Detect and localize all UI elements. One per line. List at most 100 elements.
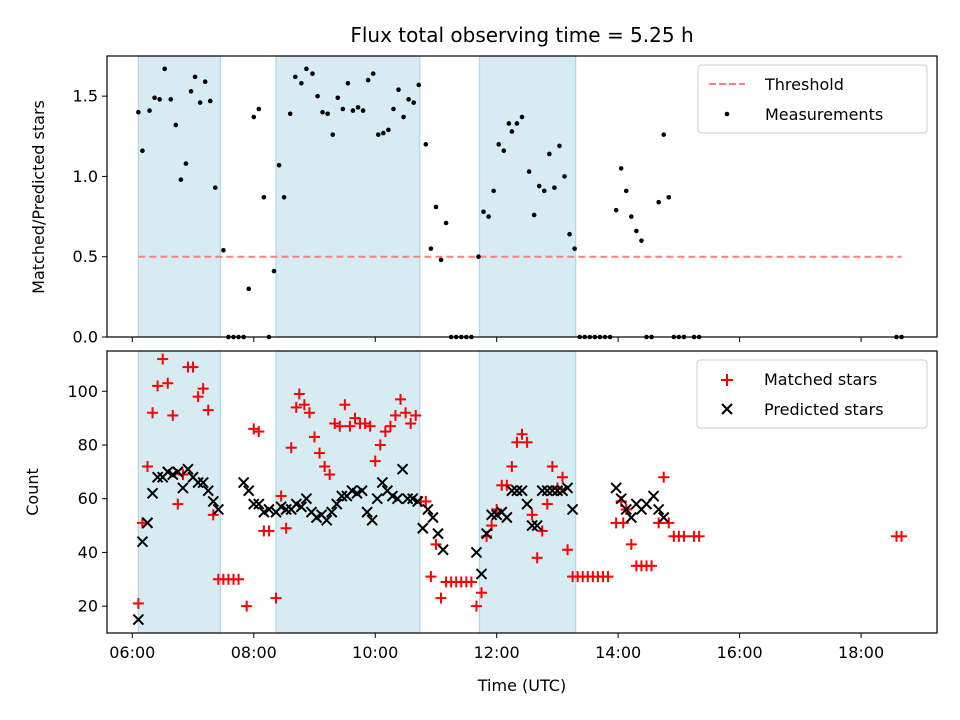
matched-point: [506, 460, 518, 472]
matched-point: [141, 460, 153, 472]
predicted-point: [652, 503, 665, 516]
observing-intervals: [137, 55, 577, 338]
matched-point: [152, 380, 164, 392]
predicted-point: [401, 493, 414, 505]
measurement-point: [496, 142, 502, 147]
y-axis-ticks: 0.0 0.5 1.0 1.5: [73, 87, 107, 347]
predicted-point: [391, 493, 404, 505]
matched-point: [389, 409, 401, 421]
x-tick-label: 10:00: [352, 643, 398, 662]
measurement-point: [634, 228, 639, 234]
matched-point: [298, 399, 310, 411]
measurement-point: [411, 100, 416, 105]
measurement-point: [433, 204, 439, 210]
measurement-point: [401, 114, 406, 120]
measurement-point: [152, 95, 157, 101]
measurement-point: [501, 148, 507, 154]
legend-box: [696, 359, 928, 429]
matched-point: [400, 407, 412, 419]
measurement-point: [531, 212, 537, 218]
measurement-point: [572, 246, 577, 251]
predicted-point: [506, 484, 518, 497]
matched-point: [374, 439, 386, 451]
measurement-point: [330, 132, 336, 137]
measurement-point: [221, 247, 226, 253]
y-tick-label: 1.0: [73, 167, 98, 186]
measurement-point: [345, 80, 351, 86]
x-axis-ticks: 06:00 08:00 10:00 12:00 14:00 16:00 18:00: [109, 633, 884, 662]
measurement-point: [178, 177, 184, 182]
matched-point: [663, 517, 675, 529]
matched-point: [157, 353, 169, 365]
measurement-point: [519, 114, 525, 120]
matched-point: [384, 420, 396, 432]
predicted-point: [336, 490, 348, 502]
measurement-point: [251, 114, 257, 120]
matched-point: [172, 498, 184, 510]
measurement-point: [428, 246, 434, 251]
matched-point: [405, 418, 417, 430]
predicted-point: [546, 484, 559, 497]
matched-point: [364, 420, 376, 432]
measurement-point: [661, 132, 667, 137]
legend: Matched stars Predicted stars: [696, 359, 928, 429]
measurement-point: [162, 66, 167, 72]
matched-point: [233, 573, 245, 585]
measurement-point: [320, 109, 325, 115]
predicted-point: [326, 506, 338, 518]
matched-point: [202, 404, 214, 416]
observing-interval: [478, 55, 577, 338]
predicted-point: [376, 476, 389, 489]
measurement-point: [381, 130, 386, 136]
measurement-point: [256, 106, 262, 112]
predicted-point: [248, 498, 260, 510]
predicted-point: [561, 482, 574, 494]
predicted-point: [566, 503, 579, 516]
predicted-point: [366, 514, 378, 526]
measurement-point: [370, 71, 376, 76]
matched-point: [379, 426, 391, 438]
measurement-point: [173, 122, 179, 128]
measurement-point: [438, 257, 444, 263]
measurement-point: [271, 268, 277, 274]
predicted-point: [237, 476, 250, 489]
measurement-point: [287, 111, 293, 117]
measurement-point: [506, 121, 512, 126]
predicted-point: [511, 484, 523, 497]
plot-frame: [106, 55, 938, 338]
matched-point: [369, 455, 381, 467]
matched-point: [324, 469, 336, 481]
matched-point: [562, 544, 574, 556]
measurement-point: [476, 254, 481, 260]
predicted-point: [526, 519, 538, 532]
measurement-point: [202, 79, 208, 84]
ratio-panel: 0.0 0.5 1.0 1.5 Matched/Predicted stars Thr…: [29, 55, 938, 347]
count-panel: 20 40 60 80 100 06:00 08:00 10:00 12:00 14:00 16:…: [23, 350, 938, 695]
x-tick-label: 16:00: [717, 643, 763, 662]
matched-point: [280, 522, 292, 534]
predicted-point: [151, 471, 164, 483]
measurement-point: [375, 132, 381, 137]
matched-point: [253, 426, 265, 438]
matched-point: [344, 420, 356, 432]
predicted-point: [263, 503, 275, 516]
predicted-point: [207, 495, 219, 508]
measurement-point: [416, 82, 422, 88]
predicted-point: [192, 476, 204, 489]
measurement-point: [423, 142, 429, 147]
legend-box: [697, 64, 928, 134]
predicted-point: [371, 493, 383, 505]
matched-point: [207, 509, 219, 521]
y-axis-label: Matched/Predicted stars: [29, 100, 48, 294]
predicted-point: [280, 503, 292, 516]
measurement-point: [157, 97, 162, 102]
x-tick-label: 14:00: [595, 643, 641, 662]
predicted-point: [331, 498, 343, 510]
predicted-point: [300, 493, 313, 505]
y-axis-label: Count: [23, 468, 42, 516]
y-tick-label: 0.0: [73, 328, 98, 347]
measurement-point: [299, 80, 304, 86]
legend-threshold-label: Threshold: [764, 75, 844, 94]
measurement-point: [629, 214, 634, 219]
